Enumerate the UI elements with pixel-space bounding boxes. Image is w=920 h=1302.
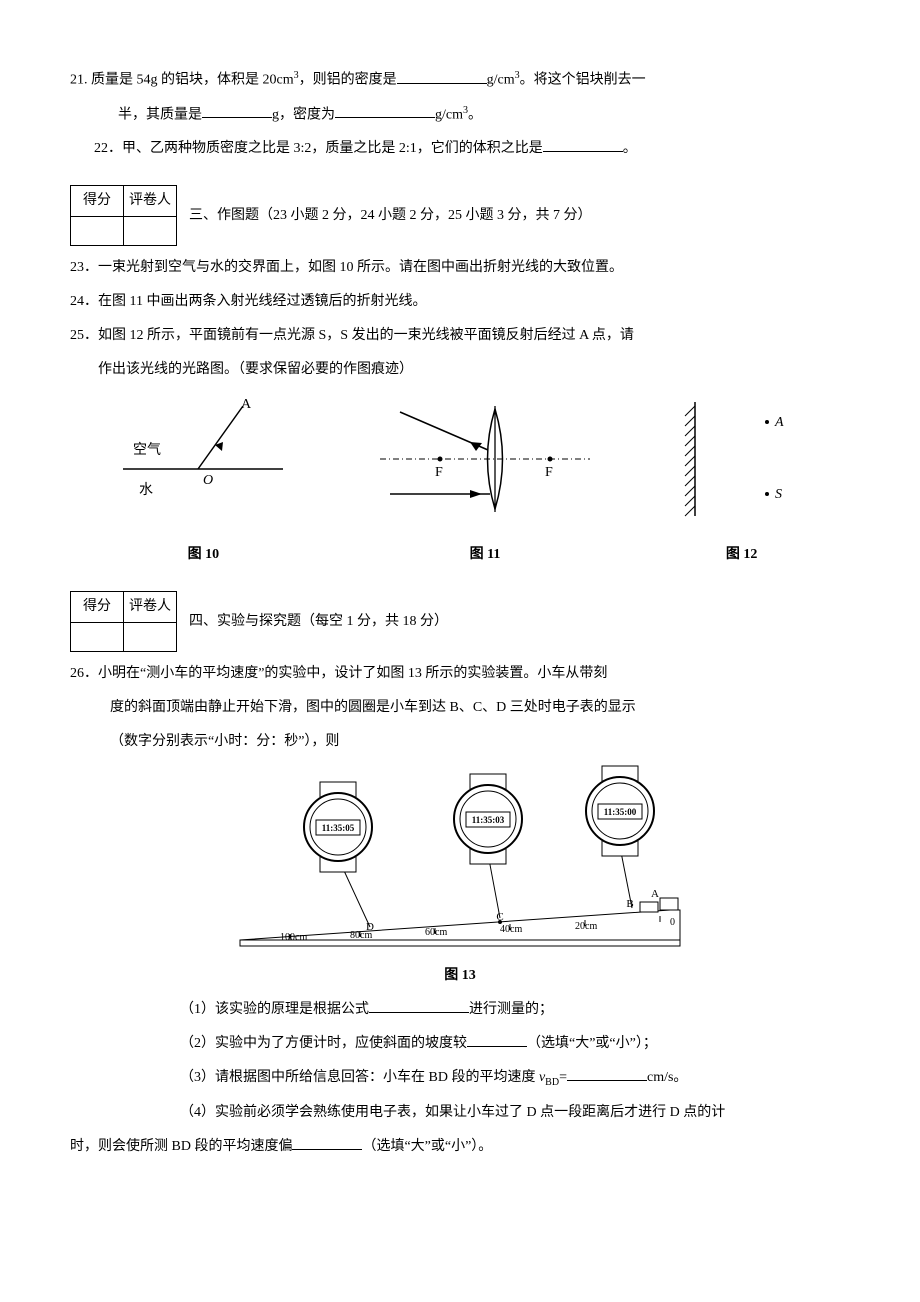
score-table-sec3: 得分评卷人 <box>70 185 177 246</box>
fig12-S: S <box>775 487 782 502</box>
q26-l3: （数字分别表示“小时：分：秒”），则 <box>70 728 850 756</box>
sec3-title: 三、作图题（23 小题 2 分，24 小题 2 分，25 小题 3 分，共 7 … <box>189 202 592 230</box>
q26-s1-blank[interactable] <box>369 997 469 1013</box>
fig13-m40: 40cm <box>500 924 522 935</box>
fig12-A: A <box>774 415 784 430</box>
fig10-air: 空气 <box>133 442 161 458</box>
score-c1: 得分 <box>71 186 124 217</box>
q26-s3-blank[interactable] <box>567 1065 647 1081</box>
q26-s4b: 时，则会使所测 BD 段的平均速度偏 <box>70 1139 292 1154</box>
q26-s1: （1）该实验的原理是根据公式 进行测量的； <box>70 996 850 1024</box>
q21-blank3[interactable] <box>335 102 435 118</box>
fig12-cap: 图 12 <box>667 541 817 569</box>
q26-s3a: （3）请根据图中所给信息回答：小车在 BD 段的平均速度 <box>180 1070 539 1085</box>
score-blank1[interactable] <box>71 217 124 246</box>
section3-header: 得分评卷人 三、作图题（23 小题 2 分，24 小题 2 分，25 小题 3 … <box>70 185 850 246</box>
q26-s4b-row: 时，则会使所测 BD 段的平均速度偏 （选填“大”或“小”）。 <box>70 1133 850 1161</box>
score-table-sec4: 得分评卷人 <box>70 591 177 652</box>
fig13-watch-D: 11:35:05 <box>304 782 372 927</box>
q21-line1: 21. 质量是 54g 的铝块，体积是 20cm3，则铝的密度是g/cm3。将这… <box>70 66 850 95</box>
figures-row: A O 空气 水 图 10 F F 图 11 <box>70 394 850 569</box>
q26-s3: （3）请根据图中所给信息回答：小车在 BD 段的平均速度 vBD=cm/s。 <box>70 1064 850 1093</box>
q21-l2b: g，密度为 <box>272 107 335 122</box>
fig10-A: A <box>241 397 252 412</box>
fig12-svg: A S <box>667 394 817 524</box>
q26-s1a: （1）该实验的原理是根据公式 <box>180 1002 369 1017</box>
q26-s2b: （选填“大”或“小”）； <box>527 1036 657 1051</box>
q21-l2c: g/cm <box>435 107 463 122</box>
q22-a: 22．甲、乙两种物质密度之比是 3:2，质量之比是 2:1，它们的体积之比是 <box>94 141 543 156</box>
q22: 22．甲、乙两种物质密度之比是 3:2，质量之比是 2:1，它们的体积之比是 。 <box>70 135 850 163</box>
q26-s3-eq: = <box>559 1070 567 1085</box>
q21-text-c: 。将这个铝块削去一 <box>520 73 646 88</box>
q21-blank1[interactable] <box>397 67 487 83</box>
q26-s2: （2）实验中为了方便计时，应使斜面的坡度较 （选填“大”或“小”）； <box>70 1030 850 1058</box>
fig13-watch-C-time: 11:35:03 <box>472 815 505 825</box>
q22-b: 。 <box>623 141 637 156</box>
score-c2: 评卷人 <box>124 186 177 217</box>
fig13-cap: 图 13 <box>70 962 850 990</box>
q21-unit1a: g/cm <box>487 73 515 88</box>
q25b: 作出该光线的光路图。（要求保留必要的作图痕迹） <box>70 356 850 384</box>
fig12: A S 图 12 <box>667 394 817 569</box>
q26-s3b: cm/s。 <box>647 1070 687 1085</box>
q26-l2: 度的斜面顶端由静止开始下滑，图中的圆圈是小车到达 B、C、D 三处时电子表的显示 <box>70 694 850 722</box>
q26-s1b: 进行测量的； <box>469 1002 553 1017</box>
score4-blank2[interactable] <box>124 623 177 652</box>
fig13-watch-B: 11:35:00 <box>586 766 654 908</box>
fig10-svg: A O 空气 水 <box>103 394 303 524</box>
q26-l1: 26．小明在“测小车的平均速度”的实验中，设计了如图 13 所示的实验装置。小车… <box>70 660 850 688</box>
score4-c1: 得分 <box>71 592 124 623</box>
q26-s4c: （选填“大”或“小”）。 <box>362 1139 492 1154</box>
fig11-svg: F F <box>370 394 600 524</box>
fig10-O: O <box>203 473 213 488</box>
q23: 23．一束光射到空气与水的交界面上，如图 10 所示。请在图中画出折射光线的大致… <box>70 254 850 282</box>
fig13-watch-D-time: 11:35:05 <box>322 823 355 833</box>
q26-s3-sub: BD <box>545 1077 559 1088</box>
score4-blank1[interactable] <box>71 623 124 652</box>
fig13-watch-C: 11:35:03 <box>454 774 522 918</box>
q21-l2e: 。 <box>468 107 482 122</box>
q21-text-a: 21. 质量是 54g 的铝块，体积是 20cm <box>70 73 294 88</box>
fig11-cap: 图 11 <box>370 541 600 569</box>
fig13-m60: 60cm <box>425 927 447 938</box>
fig13-watch-B-time: 11:35:00 <box>604 807 637 817</box>
fig11-F1: F <box>435 465 443 480</box>
fig13-svg: A B C D 100cm 80cm 60cm 40cm 20cm 0 11:3… <box>200 762 720 962</box>
fig13-m100: 100cm <box>280 932 307 943</box>
fig10: A O 空气 水 图 10 <box>103 394 303 569</box>
fig11: F F 图 11 <box>370 394 600 569</box>
q26-s2-blank[interactable] <box>467 1031 527 1047</box>
q22-blank[interactable] <box>543 136 623 152</box>
section4-header: 得分评卷人 四、实验与探究题（每空 1 分，共 18 分） <box>70 591 850 652</box>
fig13-m0: 0 <box>670 917 675 928</box>
q25a: 25．如图 12 所示，平面镜前有一点光源 S，S 发出的一束光线被平面镜反射后… <box>70 322 850 350</box>
fig11-F2: F <box>545 465 553 480</box>
q21-l2a: 半，其质量是 <box>118 107 202 122</box>
fig13-m80: 80cm <box>350 930 372 941</box>
q21-text-b: ，则铝的密度是 <box>299 73 397 88</box>
score-blank2[interactable] <box>124 217 177 246</box>
q26-s4-blank[interactable] <box>292 1134 362 1150</box>
q26-s4a: （4）实验前必须学会熟练使用电子表，如果让小车过了 D 点一段距离后才进行 D … <box>70 1099 850 1127</box>
fig10-cap: 图 10 <box>103 541 303 569</box>
sec4-title: 四、实验与探究题（每空 1 分，共 18 分） <box>189 608 448 636</box>
fig10-water: 水 <box>139 482 153 498</box>
score4-c2: 评卷人 <box>124 592 177 623</box>
q21-line2: 半，其质量是g，密度为g/cm3。 <box>70 101 850 130</box>
q24: 24．在图 11 中画出两条入射光线经过透镜后的折射光线。 <box>70 288 850 316</box>
fig13-A: A <box>651 888 659 900</box>
q26-s2a: （2）实验中为了方便计时，应使斜面的坡度较 <box>180 1036 467 1051</box>
q21-blank2[interactable] <box>202 102 272 118</box>
fig13-m20: 20cm <box>575 921 597 932</box>
